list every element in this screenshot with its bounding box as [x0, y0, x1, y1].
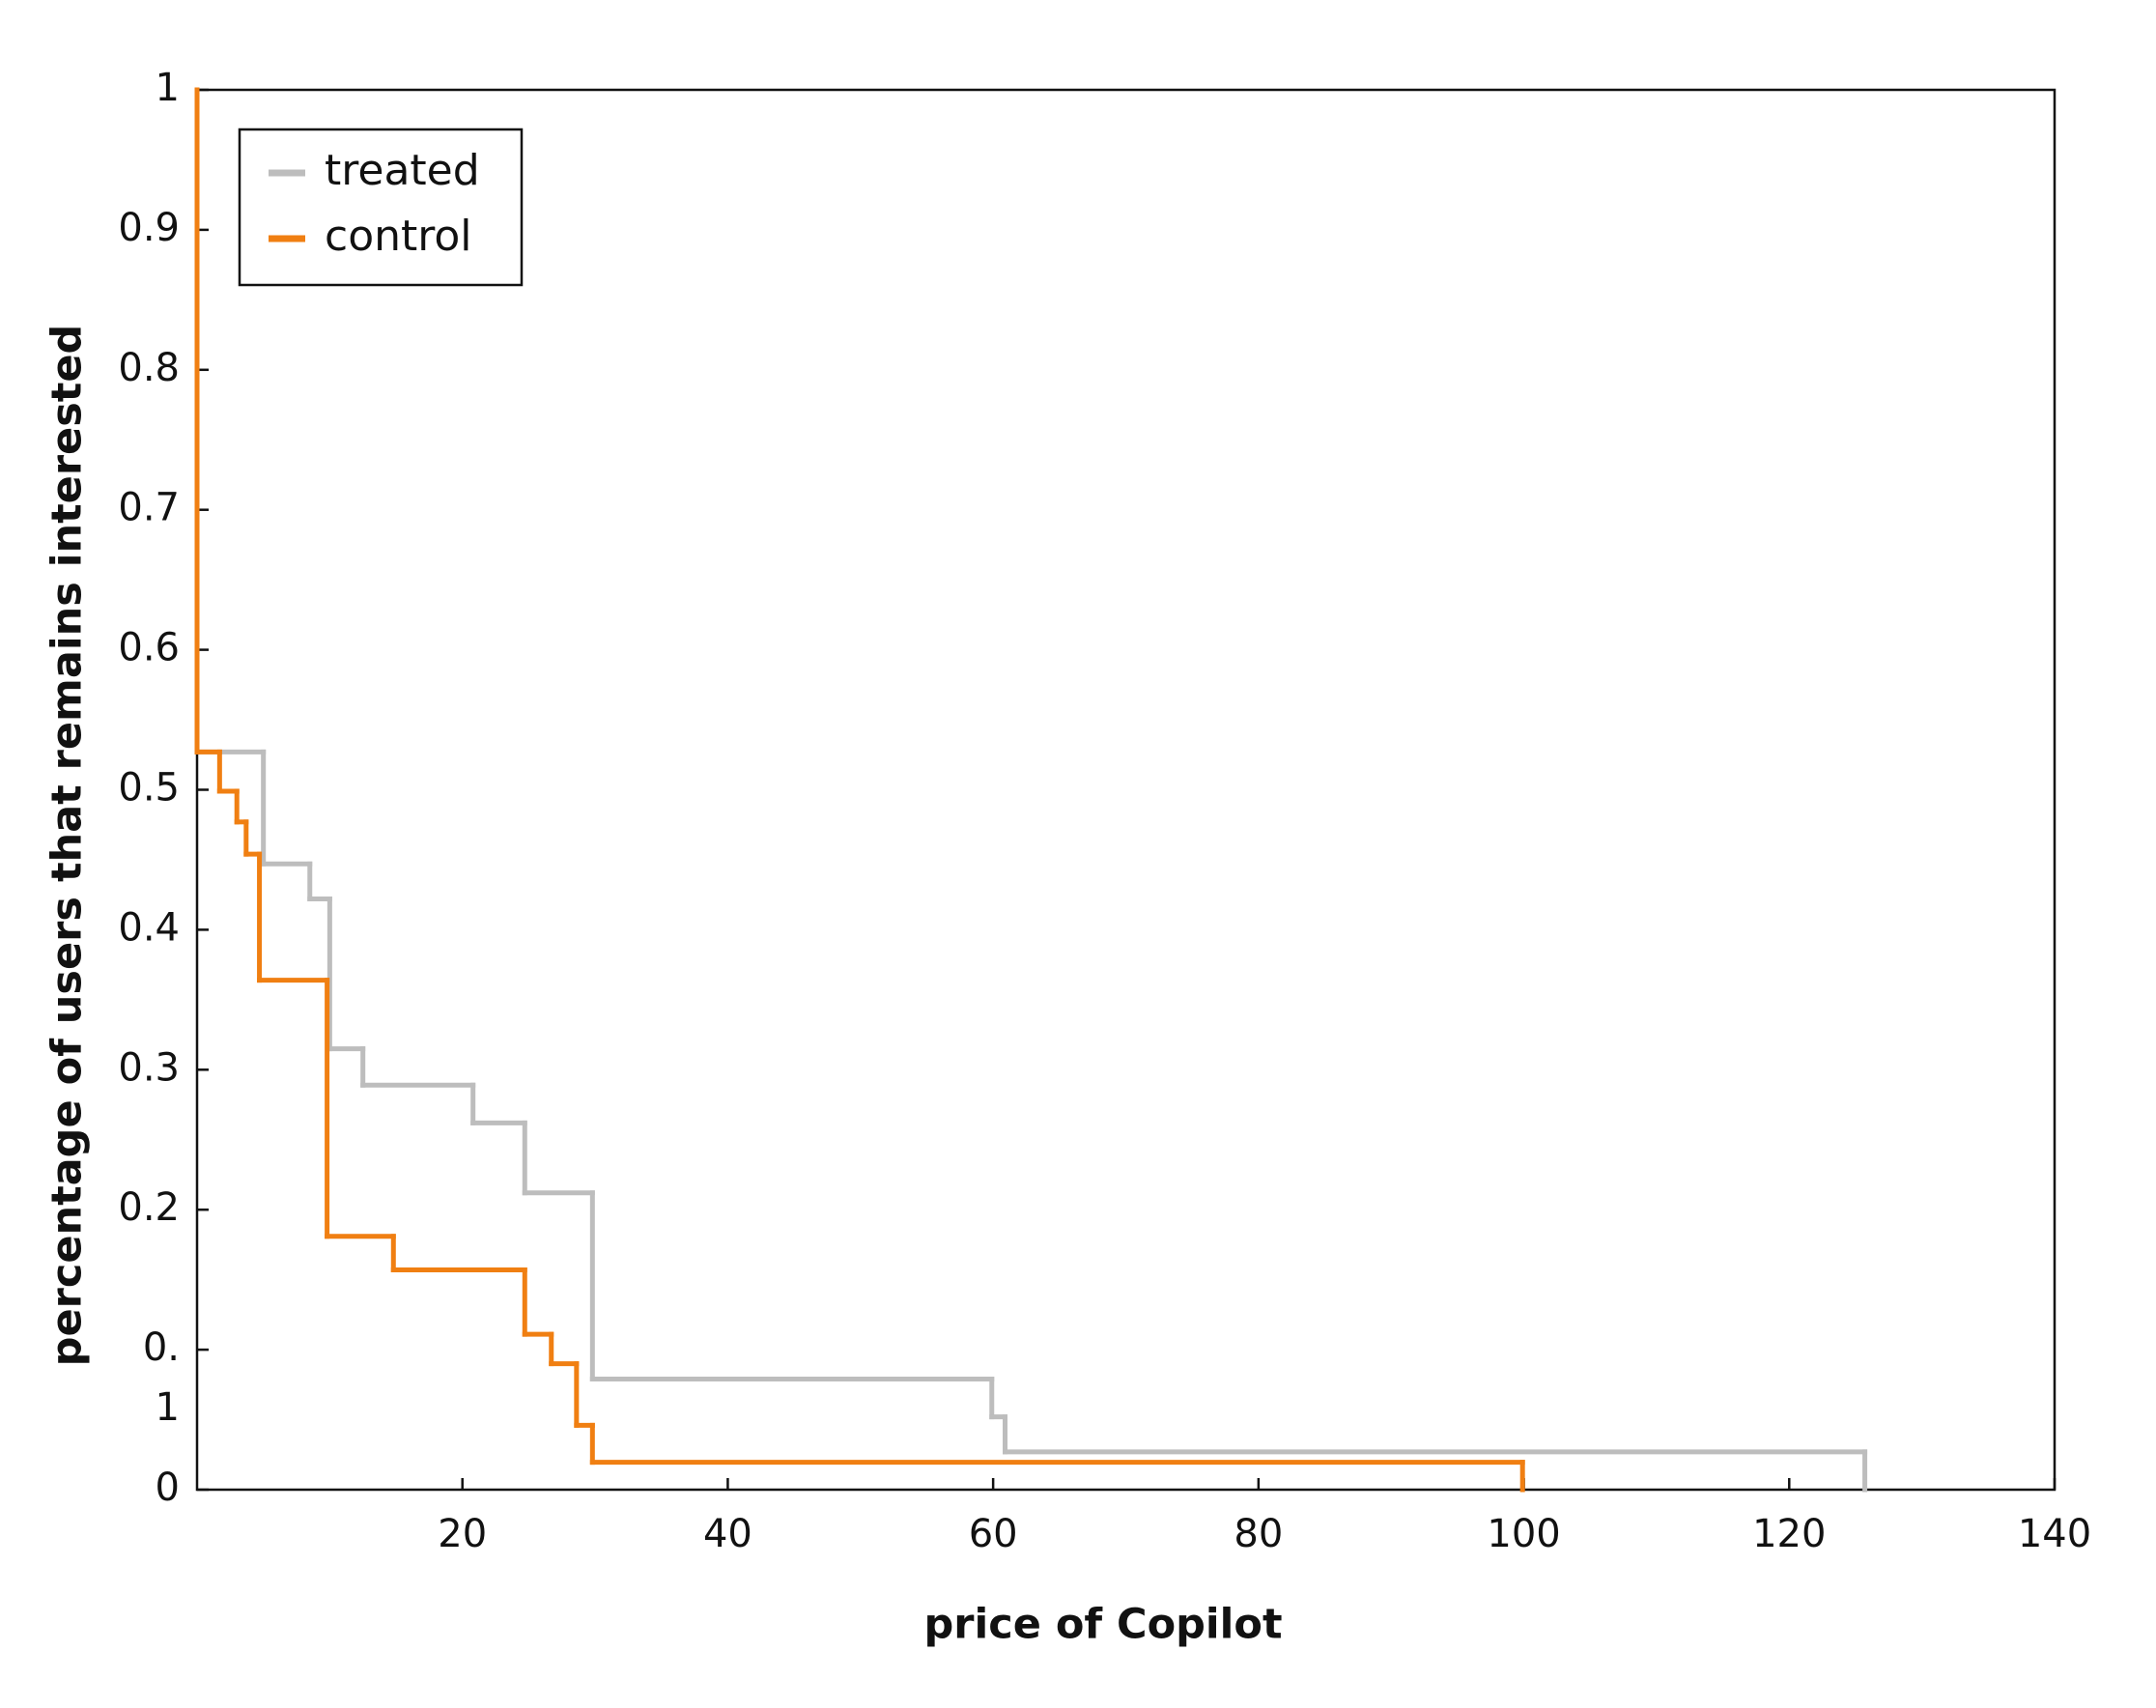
y-tick-label: 1 [156, 66, 180, 110]
x-tick-label: 120 [1752, 1512, 1826, 1556]
x-axis-label: price of Copilot [923, 1601, 1282, 1649]
y-tick-label: 0.5 [118, 766, 180, 811]
x-tick-label: 100 [1487, 1512, 1560, 1556]
y-tick-label: 0. 1 [143, 1325, 180, 1430]
y-tick-label: 0.3 [118, 1045, 180, 1090]
legend-label: control [325, 212, 472, 261]
y-tick-label: 0.2 [118, 1185, 180, 1230]
legend-label: treated [325, 146, 480, 195]
x-tick-label: 40 [703, 1512, 752, 1556]
legend-box [238, 128, 524, 287]
plot-frame [195, 88, 2057, 1492]
y-tick-label: 0.8 [118, 346, 180, 390]
x-tick-label: 20 [438, 1512, 487, 1556]
x-tick-label: 60 [969, 1512, 1018, 1556]
y-tick-label: 0 [156, 1466, 180, 1510]
x-tick-label: 140 [2018, 1512, 2091, 1556]
y-axis-label: percentage of users that remains interes… [43, 325, 92, 1367]
y-tick-label: 0.7 [118, 486, 180, 530]
y-tick-label: 0.9 [118, 206, 180, 250]
x-tick-label: 80 [1234, 1512, 1283, 1556]
y-tick-label: 0.6 [118, 626, 180, 670]
y-tick-label: 0.4 [118, 905, 180, 950]
